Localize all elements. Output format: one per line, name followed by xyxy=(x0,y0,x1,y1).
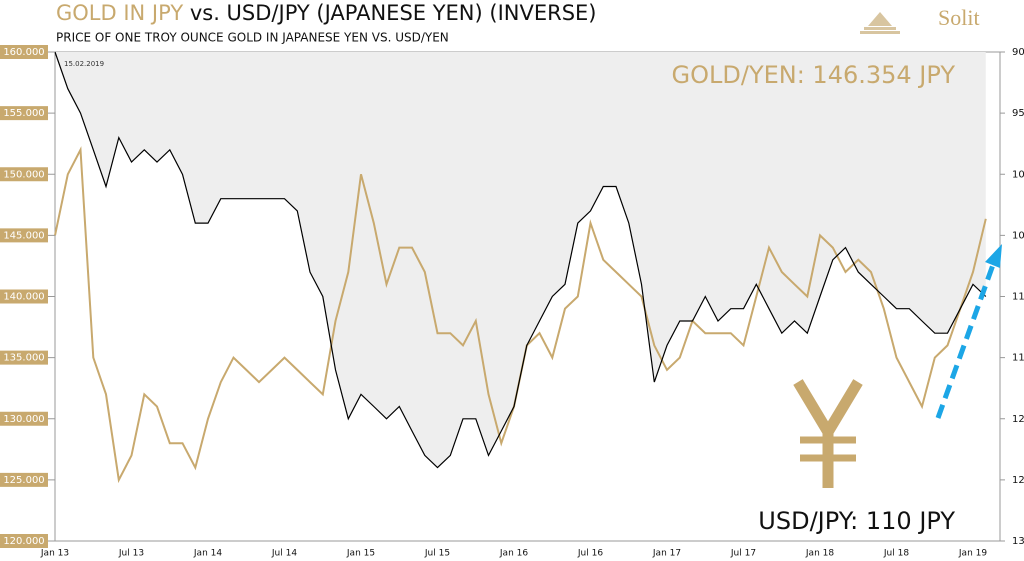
y-tick-label: 140.000 xyxy=(3,292,44,303)
y-tick-label: 120.000 xyxy=(3,536,44,547)
y-tick-box xyxy=(0,45,48,59)
y2-tick-label: 90 xyxy=(1012,47,1024,58)
chart-subtitle: PRICE OF ONE TROY OUNCE GOLD IN JAPANESE… xyxy=(56,31,449,45)
x-tick-label: Jan 14 xyxy=(193,549,222,559)
x-tick-label: Jan 16 xyxy=(499,549,528,559)
x-tick-label: Jul 14 xyxy=(271,549,297,559)
gold-annotation: GOLD/YEN: 146.354 JPY xyxy=(672,61,956,89)
y2-tick-label: 100 xyxy=(1012,169,1024,180)
title-gold: GOLD IN JPY xyxy=(56,1,183,25)
title-rest: vs. USD/JPY (JAPANESE YEN) (INVERSE) xyxy=(183,1,596,25)
y-tick-label: 145.000 xyxy=(3,230,44,241)
y-tick-box xyxy=(0,228,48,243)
series-line xyxy=(54,51,987,469)
y2-tick-label: 110 xyxy=(1012,292,1024,303)
trend-arrow xyxy=(935,244,1002,419)
y-tick-label: 130.000 xyxy=(3,414,44,425)
y-tick-box xyxy=(0,534,48,548)
y2-tick-label: 120 xyxy=(1012,414,1024,425)
y-tick-label: 160.000 xyxy=(3,47,44,58)
x-tick-label: Jul 13 xyxy=(118,549,144,559)
y-tick-box xyxy=(0,167,48,182)
logo-text: Solit xyxy=(938,5,980,30)
x-tick-label: Jul 16 xyxy=(577,549,603,559)
x-tick-label: Jan 17 xyxy=(652,549,681,559)
logo-icon xyxy=(860,12,900,34)
y-tick-box xyxy=(0,289,48,304)
yen-icon xyxy=(793,379,863,488)
y-tick-box xyxy=(0,411,48,426)
date-label: 15.02.2019 xyxy=(64,60,104,68)
y2-tick-label: 125 xyxy=(1012,475,1024,486)
x-tick-label: Jul 18 xyxy=(883,549,909,559)
y-tick-label: 150.000 xyxy=(3,169,44,180)
chart-title: GOLD IN JPY vs. USD/JPY (JAPANESE YEN) (… xyxy=(56,1,597,25)
y-tick-box xyxy=(0,350,48,365)
y2-tick-label: 105 xyxy=(1012,230,1024,241)
x-tick-label: Jan 13 xyxy=(40,549,69,559)
x-tick-label: Jul 15 xyxy=(424,549,450,559)
y2-tick-label: 130 xyxy=(1012,536,1024,547)
y-tick-box xyxy=(0,106,48,121)
y2-tick-label: 115 xyxy=(1012,353,1024,364)
usd-annotation: USD/JPY: 110 JPY xyxy=(758,507,955,535)
y-tick-label: 155.000 xyxy=(3,108,44,119)
y-tick-label: 125.000 xyxy=(3,475,44,486)
y-tick-box xyxy=(0,472,48,487)
y2-tick-label: 95 xyxy=(1012,108,1024,119)
x-tick-label: Jan 18 xyxy=(805,549,834,559)
x-tick-label: Jan 19 xyxy=(958,549,987,559)
inverse-area xyxy=(55,52,986,468)
y-tick-label: 135.000 xyxy=(3,353,44,364)
x-tick-label: Jul 17 xyxy=(730,549,756,559)
x-tick-label: Jan 15 xyxy=(346,549,375,559)
